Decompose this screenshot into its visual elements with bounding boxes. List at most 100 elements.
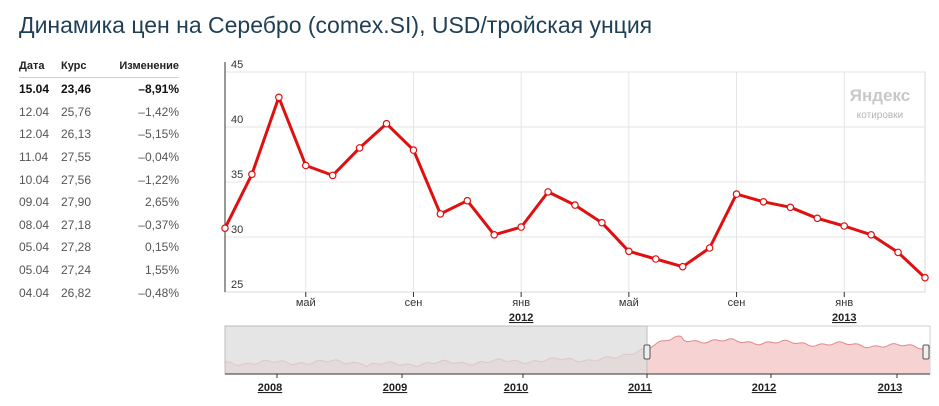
row-change: –1,22% [138,172,179,187]
navigator-year-label[interactable]: 2010 [504,382,528,394]
data-point[interactable] [544,188,552,196]
y-tick-label: 30 [231,224,243,236]
table-row: 12.04 25,76 –1,42% [19,101,179,124]
row-date: 04.04 [19,285,50,300]
y-tick-label: 45 [231,59,243,71]
row-rate: 27,90 [61,195,92,210]
data-point[interactable] [328,171,337,180]
row-date: 12.04 [19,104,50,119]
brand-logo-text: Яндекс [850,86,910,105]
quotes-header-row: Дата Курс Изменение [19,58,179,78]
data-point[interactable] [571,201,579,209]
page-title: Динамика цен на Серебро (comex.SI), USD/… [19,12,653,38]
data-point[interactable] [894,248,902,257]
chart-axes: 25 30 35 40 45 май сен янв май сен янв 2012 2013 [224,59,856,324]
row-change: –0,48% [138,285,179,300]
x-year-label: 2013 [832,312,856,324]
chart-grid [224,71,926,297]
row-rate: 27,18 [61,217,92,232]
data-point[interactable] [786,203,795,212]
navigator-handle-left[interactable] [643,344,651,360]
row-date: 09.04 [19,195,50,210]
brand-sub-text: котировки [857,110,903,121]
data-point[interactable] [921,273,929,282]
row-rate: 27,24 [61,263,92,278]
data-point[interactable] [732,190,741,198]
row-date: 05.04 [19,240,50,255]
quotes-table: Дата Курс Изменение 15.04 23,46 –8,91% 1… [19,58,179,304]
data-point[interactable] [759,198,768,206]
navigator-year-label[interactable]: 2012 [752,382,776,394]
row-change: 2,65% [144,195,179,210]
table-row: 08.04 27,18 –0,37% [19,214,179,237]
data-point[interactable] [840,222,849,230]
table-row: 05.04 27,24 1,55% [19,259,179,282]
column-header-date: Дата [19,58,61,78]
table-row: 15.04 23,46 –8,91% [19,78,179,101]
row-rate: 26,82 [61,285,92,300]
table-row: 09.04 27,90 2,65% [19,191,179,214]
y-tick-label: 25 [231,279,243,291]
y-tick-label: 35 [231,169,243,181]
data-point[interactable] [598,218,606,227]
table-row: 05.04 27,28 0,15% [19,236,179,259]
table-row: 12.04 26,13 –5,15% [19,123,179,146]
series-layer [221,93,929,282]
row-rate: 26,13 [61,127,92,142]
x-tick-label: янв [835,297,853,309]
row-date: 12.04 [19,127,50,142]
data-point[interactable] [867,231,875,239]
data-point[interactable] [490,231,499,239]
column-header-rate: Курс [61,58,105,78]
x-tick-label: сен [728,297,746,309]
row-rate: 23,46 [61,82,92,97]
table-row: 11.04 27,55 –0,04% [19,146,179,169]
row-change: –8,91% [138,82,179,97]
data-point[interactable] [651,255,660,263]
row-change: –1,42% [138,104,179,119]
row-change: 0,15% [144,240,179,255]
row-change: –5,15% [138,127,179,142]
row-rate: 27,28 [61,240,92,255]
data-point[interactable] [275,93,283,102]
data-point[interactable] [705,244,714,252]
data-point[interactable] [409,146,418,154]
y-tick-label: 40 [231,114,243,126]
range-navigator[interactable]: 2008 2009 2010 2011 2012 2013 [224,325,931,394]
row-rate: 25,76 [61,104,92,119]
data-point[interactable] [678,262,687,271]
row-change: 1,55% [144,263,179,278]
navigator-year-label[interactable]: 2008 [258,382,282,394]
yandex-watermark: Яндекс котировки [850,86,910,121]
data-point[interactable] [382,119,391,128]
row-rate: 27,55 [61,150,92,165]
data-point[interactable] [221,224,229,233]
row-date: 10.04 [19,172,50,187]
table-row: 04.04 26,82 –0,48% [19,281,179,304]
data-point[interactable] [813,214,822,223]
data-point[interactable] [301,161,310,170]
data-point[interactable] [248,170,256,179]
data-point[interactable] [436,210,445,218]
navigator-handle-right[interactable] [922,344,930,360]
row-date: 15.04 [19,82,50,97]
data-point[interactable] [625,247,633,256]
data-point[interactable] [463,196,472,205]
x-year-label: 2012 [509,312,533,324]
data-point[interactable] [517,223,525,231]
x-tick-label: май [296,297,316,309]
navigator-area [225,336,930,374]
series-line [223,95,927,279]
navigator-year-label[interactable]: 2009 [383,382,407,394]
column-header-change: Изменение [105,58,179,78]
navigator-year-label[interactable]: 2013 [878,382,902,394]
x-tick-label: сен [405,297,423,309]
row-date: 11.04 [19,150,49,165]
data-point[interactable] [355,144,364,152]
x-tick-label: янв [512,297,530,309]
x-tick-label: май [619,297,639,309]
row-change: –0,37% [138,217,179,232]
navigator-year-label[interactable]: 2011 [628,382,652,394]
row-date: 05.04 [19,263,50,278]
